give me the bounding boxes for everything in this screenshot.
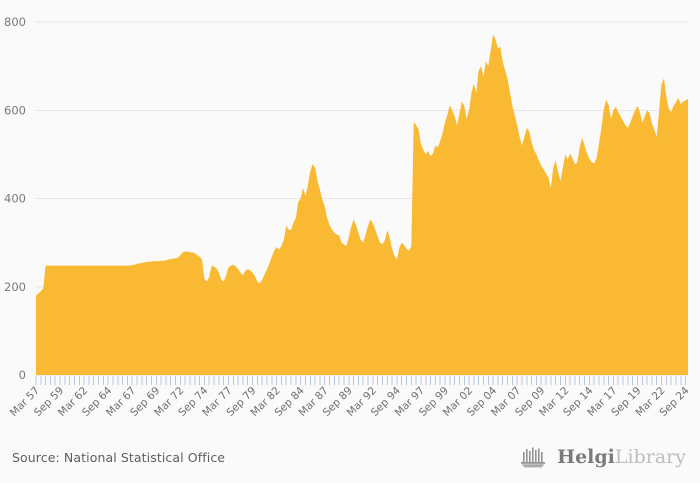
y-axis-tick-label: 400 (4, 192, 26, 206)
axis-minor-ticks (35, 376, 687, 385)
y-axis-tick-label: 800 (4, 15, 26, 29)
helgi-library-logo[interactable]: HelgiLibrary (520, 446, 686, 468)
logo-brand-light: Library (614, 445, 686, 468)
logo-wordmark: HelgiLibrary (557, 445, 686, 468)
y-axis-tick-label: 600 (4, 103, 26, 117)
y-axis-tick-label: 200 (4, 280, 26, 294)
y-axis-tick-label: 0 (19, 368, 26, 382)
data-area-series (36, 34, 688, 376)
library-building-icon (521, 447, 546, 468)
chart-footer: Source: National Statistical Office He (0, 431, 700, 483)
source-label: Source: National Statistical Office (12, 449, 226, 465)
y-axis-tick-labels: 0 200 400 600 800 (4, 15, 26, 382)
logo-brand-bold: Helgi (557, 445, 615, 468)
